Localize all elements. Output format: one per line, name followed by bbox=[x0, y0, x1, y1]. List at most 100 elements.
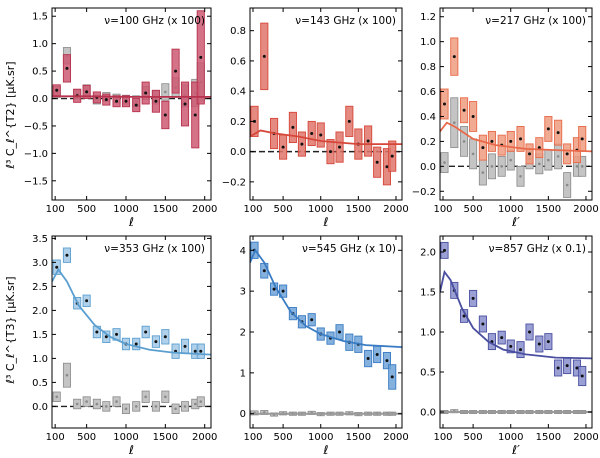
null-point bbox=[144, 395, 147, 399]
null-point bbox=[443, 161, 446, 164]
data-point bbox=[115, 99, 119, 103]
null-point bbox=[538, 162, 541, 166]
data-point bbox=[490, 139, 494, 143]
x-tick-label: 2000 bbox=[192, 432, 217, 443]
plot-area bbox=[440, 37, 592, 198]
y-tick-label: 3.5 bbox=[32, 234, 48, 245]
y-tick-label: 0.2 bbox=[420, 137, 436, 148]
data-point bbox=[338, 330, 342, 334]
data-point bbox=[580, 374, 584, 378]
data-point bbox=[375, 160, 379, 164]
null-point bbox=[500, 165, 504, 168]
data-point bbox=[556, 131, 560, 135]
data-point bbox=[556, 366, 560, 370]
data-point bbox=[471, 296, 475, 300]
data-point bbox=[519, 348, 523, 352]
data-point bbox=[262, 54, 266, 58]
data-point bbox=[144, 91, 148, 95]
data-point bbox=[366, 357, 370, 361]
data-point bbox=[537, 342, 541, 346]
y-tick-label: 0.4 bbox=[230, 87, 246, 98]
data-point bbox=[471, 114, 475, 118]
data-point bbox=[291, 125, 295, 129]
data-point bbox=[462, 314, 466, 318]
x-axis-label: ℓ bbox=[128, 215, 134, 229]
panel-title: ν=100 GHz (x 100) bbox=[104, 15, 205, 27]
y-tick-label: 1.5 bbox=[420, 288, 436, 299]
data-point bbox=[163, 113, 167, 117]
y-tick-label: 1.5 bbox=[32, 12, 48, 23]
data-point bbox=[95, 330, 99, 334]
plot-area bbox=[250, 22, 402, 186]
data-point bbox=[124, 99, 128, 103]
null-point bbox=[481, 171, 485, 174]
chart-panel-0: 100 500 1000 1500 2000 −1.5 −1.0 −0.5 0.0 0.5 1.0 1… bbox=[24, 7, 217, 229]
panel-title: ν=143 GHz (x 100) bbox=[295, 15, 396, 27]
data-point bbox=[347, 119, 351, 123]
data-point bbox=[481, 146, 485, 150]
x-tick-label: 1500 bbox=[536, 432, 561, 443]
null-point bbox=[95, 402, 99, 406]
x-tick-label: 2000 bbox=[192, 204, 217, 215]
null-point bbox=[183, 405, 187, 408]
y-tick-label: 1.2 bbox=[420, 12, 436, 23]
y-tick-label: 0.6 bbox=[420, 87, 436, 98]
null-point bbox=[174, 407, 177, 411]
null-point bbox=[547, 158, 550, 162]
x-tick-label: 2000 bbox=[383, 432, 408, 443]
data-point bbox=[134, 342, 138, 346]
null-point bbox=[134, 405, 138, 408]
data-point bbox=[55, 88, 59, 92]
null-point bbox=[75, 402, 79, 406]
x-tick-label: 100 bbox=[433, 432, 452, 443]
null-point bbox=[105, 405, 108, 408]
data-point bbox=[375, 352, 379, 356]
x-tick-label: 1500 bbox=[153, 432, 178, 443]
y-tick-label: 0.0 bbox=[32, 94, 48, 105]
y-tick-label: 1.0 bbox=[420, 328, 436, 339]
y-tick-label: 2.0 bbox=[420, 248, 436, 259]
null-point bbox=[471, 152, 475, 156]
panel-title: ν=217 GHz (x 100) bbox=[485, 15, 586, 27]
y-axis-label-bottom: ℓ³ C_ℓ^{T3} [μK.sr] bbox=[4, 276, 17, 384]
null-point bbox=[519, 175, 522, 178]
data-point bbox=[310, 318, 314, 322]
null-point bbox=[490, 165, 494, 168]
data-point bbox=[462, 108, 466, 112]
null-point bbox=[164, 90, 167, 94]
y-tick-label: 1.0 bbox=[420, 37, 436, 48]
x-tick-label: 1000 bbox=[113, 204, 138, 215]
x-tick-label: 1000 bbox=[498, 204, 523, 215]
data-point bbox=[163, 335, 167, 339]
y-tick-label: 2 bbox=[240, 328, 246, 339]
null-point bbox=[556, 155, 560, 158]
y-tick-label: 1.0 bbox=[32, 39, 48, 50]
y-tick-label: 0.2 bbox=[230, 117, 246, 128]
y-tick-label: 2.5 bbox=[32, 282, 48, 293]
plot-area bbox=[250, 241, 402, 417]
y-tick-label: 0.0 bbox=[32, 402, 48, 413]
y-tick-label: 2.0 bbox=[32, 306, 48, 317]
data-point bbox=[390, 154, 394, 158]
x-axis-label: ℓ bbox=[128, 443, 134, 457]
chart-panel-1: 100 500 1000 1500 2000 −0.2 0.0 0.2 0.4 0.6 0.8 ℓ ν=… bbox=[222, 7, 409, 229]
y-tick-label: 4 bbox=[240, 246, 246, 257]
data-point bbox=[580, 137, 584, 141]
panel-title: ν=353 GHz (x 100) bbox=[104, 243, 205, 255]
y-tick-label: 0.5 bbox=[32, 67, 48, 78]
data-point bbox=[528, 330, 532, 334]
null-point bbox=[575, 165, 579, 168]
x-tick-label: 1500 bbox=[346, 432, 371, 443]
data-point bbox=[319, 133, 323, 137]
x-tick-label: 500 bbox=[464, 204, 483, 215]
data-point bbox=[154, 340, 158, 344]
data-point bbox=[281, 145, 285, 149]
data-point bbox=[262, 269, 266, 273]
data-point bbox=[390, 375, 394, 379]
y-tick-label: 3.0 bbox=[32, 258, 48, 269]
plot-area bbox=[52, 247, 211, 415]
x-tick-label: 500 bbox=[77, 204, 96, 215]
data-point bbox=[310, 131, 314, 135]
data-point bbox=[174, 69, 178, 73]
data-point bbox=[193, 113, 197, 117]
